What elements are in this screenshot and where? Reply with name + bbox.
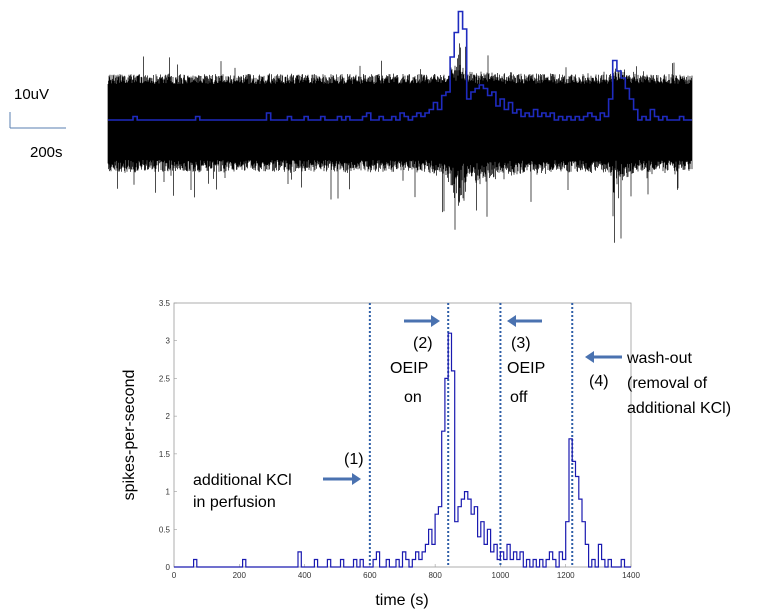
- x-tick-label: 400: [298, 571, 312, 580]
- annotation-3-number: (3): [511, 335, 531, 352]
- y-tick-label: 0: [166, 563, 171, 572]
- event-markers: [368, 303, 574, 567]
- x-tick-label: 800: [428, 571, 442, 580]
- annotation-3-line1: OEIP: [507, 360, 545, 377]
- x-tick-label: 1000: [492, 571, 510, 580]
- raw-trace-path: [107, 43, 693, 243]
- arrow-2-right: [404, 315, 440, 327]
- spike-rate-series: [174, 332, 631, 568]
- y-tick-label: 3.5: [159, 299, 171, 308]
- annotation-2-line2: on: [404, 389, 422, 406]
- scale-bar-time-label: 200s: [30, 144, 63, 161]
- annotation-1-number: (1): [344, 451, 364, 468]
- plot-frame: [173, 302, 632, 568]
- annotation-4-line3: additional KCl): [627, 400, 731, 417]
- arrow-4-left: [585, 351, 622, 363]
- annotation-1-line1: additional KCl: [193, 472, 292, 489]
- y-tick-label: 1.5: [159, 450, 171, 459]
- annotation-1-line2: in perfusion: [193, 494, 276, 511]
- x-tick-label: 1200: [557, 571, 575, 580]
- y-tick-label: 0.5: [159, 525, 171, 534]
- y-tick-label: 3: [166, 337, 171, 346]
- x-tick-label: 200: [233, 571, 247, 580]
- y-tick-label: 2: [166, 412, 171, 421]
- x-tick-label: 600: [363, 571, 377, 580]
- raw-voltage-trace: [107, 43, 693, 243]
- arrow-3-left: [507, 315, 542, 327]
- scale-bar-voltage-label: 10uV: [14, 86, 49, 103]
- annotation-4-line2: (removal of: [627, 375, 708, 392]
- annotation-2-line1: OEIP: [390, 360, 428, 377]
- spike-rate-histogram: 0 0.5 1 1.5 2 2.5 3 3.5 0 200 400 600 800 1000 1200 14…: [121, 299, 731, 609]
- arrow-1-right: [323, 473, 361, 485]
- spike-rate-overlay-line: [108, 10, 692, 121]
- y-axis-title: spikes-per-second: [121, 370, 138, 501]
- annotation-2-number: (2): [413, 335, 433, 352]
- y-axis-ticks: 0 0.5 1 1.5 2 2.5 3 3.5: [159, 299, 177, 572]
- x-tick-label: 0: [172, 571, 177, 580]
- raw-trace-panel: [107, 10, 693, 243]
- annotation-arrows: [323, 315, 622, 485]
- annotation-4-number: (4): [589, 373, 609, 390]
- x-tick-label: 1400: [622, 571, 640, 580]
- y-tick-label: 1: [166, 488, 171, 497]
- scale-bar: 10uV 200s: [9, 86, 66, 161]
- x-axis-title: time (s): [375, 592, 428, 609]
- y-tick-label: 2.5: [159, 374, 171, 383]
- annotation-4-line1: wash-out: [626, 350, 692, 367]
- annotation-3-line2: off: [510, 389, 528, 406]
